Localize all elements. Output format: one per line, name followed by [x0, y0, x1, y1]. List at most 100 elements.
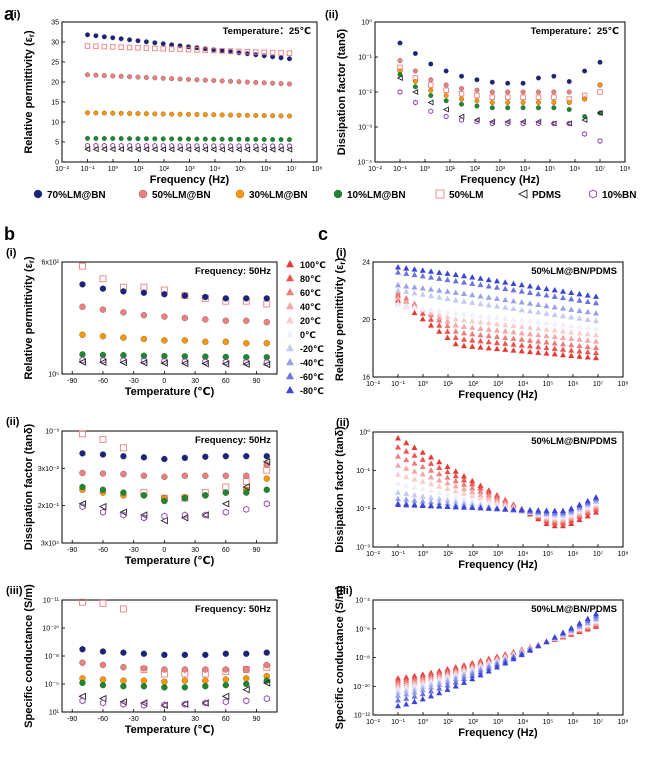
data-point — [576, 307, 583, 314]
data-point — [287, 113, 292, 119]
data-point — [502, 660, 509, 666]
data-point — [436, 328, 443, 334]
data-point — [85, 32, 90, 38]
y-axis-label-main: Dissipation factor (tanδ) — [334, 426, 346, 553]
data-point — [428, 467, 434, 473]
data-point — [520, 100, 526, 105]
data-point — [99, 470, 107, 477]
data-point — [411, 693, 418, 699]
data-point — [395, 435, 401, 441]
data-point — [193, 146, 200, 153]
data-point — [236, 136, 242, 142]
data-point — [489, 79, 495, 85]
data-point — [84, 146, 91, 153]
legend-marker — [138, 189, 148, 199]
data-point — [593, 317, 599, 324]
data-point — [269, 146, 276, 153]
data-point — [477, 312, 484, 319]
data-point — [79, 262, 86, 270]
data-point — [502, 285, 509, 292]
data-point — [127, 111, 133, 116]
data-point — [110, 35, 116, 41]
data-point — [477, 325, 484, 331]
data-point — [543, 292, 550, 298]
data-point — [428, 322, 434, 328]
data-point — [243, 697, 250, 705]
data-point — [403, 496, 410, 502]
data-point — [161, 473, 168, 481]
chart-annotation: Temperature：25℃ — [223, 26, 311, 37]
data-point — [459, 73, 464, 79]
data-point — [543, 332, 550, 339]
data-point — [536, 100, 541, 105]
data-point — [461, 310, 467, 317]
data-point — [176, 146, 183, 153]
legend-marker — [286, 316, 294, 324]
data-point — [228, 112, 234, 118]
data-point — [118, 44, 124, 50]
data-point — [477, 281, 484, 288]
data-point — [427, 99, 434, 106]
y-tick-label: 20 — [51, 80, 59, 87]
data-point — [168, 146, 175, 153]
data-point — [543, 344, 550, 351]
data-point — [236, 50, 242, 56]
data-point — [428, 498, 434, 505]
data-point — [181, 353, 189, 360]
x-tick-label: 0 — [162, 547, 166, 554]
x-tick-label: 0 — [162, 378, 166, 385]
data-point — [568, 322, 575, 329]
data-point — [140, 283, 148, 291]
x-tick-label: 10⁶ — [261, 166, 272, 173]
data-point — [428, 487, 434, 494]
y-tick-label: 10⁻¹² — [354, 713, 371, 720]
legend-marker — [286, 372, 294, 380]
x-tick-label: -60 — [98, 378, 108, 385]
panel-sub-label: (i) — [336, 247, 347, 259]
data-point — [120, 334, 127, 341]
data-point — [419, 683, 426, 690]
data-point — [593, 354, 599, 361]
data-point — [395, 444, 401, 450]
data-point — [436, 317, 443, 323]
data-point — [397, 40, 403, 46]
data-point — [99, 676, 107, 683]
data-point — [494, 345, 500, 352]
data-point — [452, 328, 459, 334]
data-point — [263, 500, 270, 508]
data-point — [161, 701, 168, 709]
data-point — [461, 342, 467, 349]
data-point — [244, 48, 251, 55]
data-point — [436, 314, 443, 320]
y-tick-label: 10⁵ — [48, 372, 59, 379]
data-point — [560, 522, 566, 529]
data-point — [518, 306, 525, 313]
legend-label: -40℃ — [300, 358, 324, 368]
data-point — [485, 500, 492, 506]
data-point — [99, 661, 107, 669]
data-point — [242, 360, 250, 368]
x-tick-label: 10⁵ — [545, 166, 556, 173]
y-tick-label: 10⁻¹¹ — [43, 598, 60, 605]
data-point — [485, 665, 492, 671]
data-point — [109, 146, 116, 153]
data-point — [403, 695, 410, 701]
data-point — [477, 338, 484, 344]
data-point — [140, 677, 148, 684]
y-tick-label: 10⁻¹ — [356, 468, 370, 475]
data-point — [560, 321, 566, 328]
data-point — [286, 146, 293, 153]
data-point — [551, 340, 558, 346]
data-point — [79, 598, 86, 606]
data-point — [118, 36, 124, 42]
data-point — [428, 268, 434, 274]
data-point — [403, 295, 410, 301]
data-point — [551, 522, 558, 529]
data-point — [428, 681, 434, 687]
data-point — [98, 502, 107, 511]
data-point — [263, 475, 270, 482]
y-axis-label-sub: r — [27, 34, 36, 37]
legend-label: 10%BN — [602, 190, 636, 201]
data-point — [459, 96, 464, 102]
x-tick-label: 10⁶ — [568, 551, 579, 558]
